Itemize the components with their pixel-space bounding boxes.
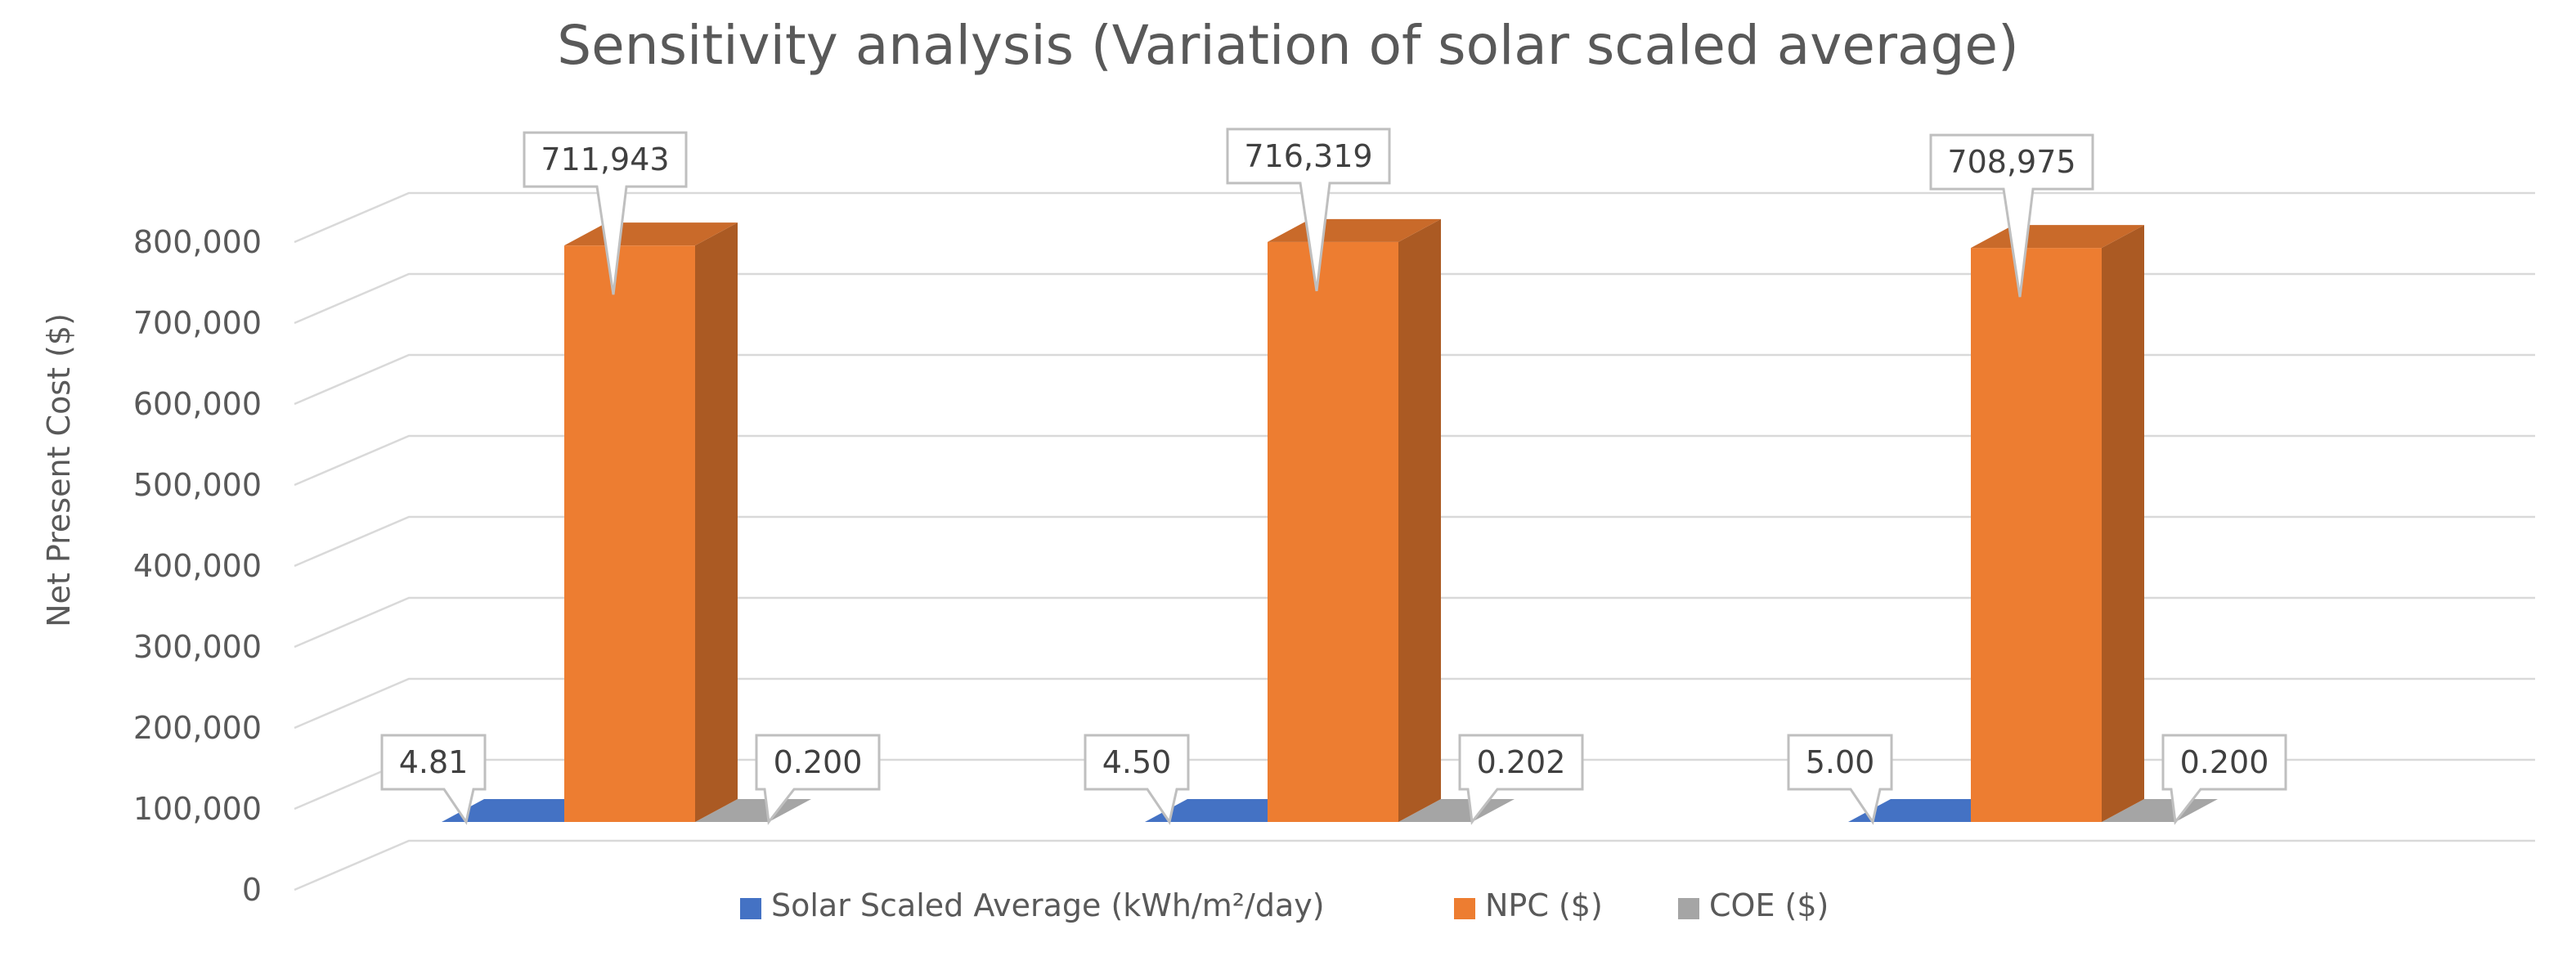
chart-title: Sensitivity analysis (Variation of solar… [557,14,2018,77]
legend-label: Solar Scaled Average (kWh/m²/day) [771,887,1325,923]
label-npc-3: 708,975 [1929,133,2094,298]
y-tick-label: 800,000 [133,224,262,260]
label-npc-2-text: 716,319 [1244,138,1372,174]
label-npc-2: 716,319 [1226,128,1391,292]
label-npc-3-text: 708,975 [1947,144,2076,180]
label-coe-2-box [1458,734,1584,825]
y-tick-label: 200,000 [133,710,262,746]
label-npc-3-box [1929,133,2094,298]
gridline [294,191,2535,244]
legend-item-3: COE ($) [1678,887,1829,923]
bar-npc-2-front [1268,241,1398,822]
label-solar-1: 4.81 [380,734,487,825]
label-npc-1-box [523,131,688,295]
bar-npc-1 [564,222,738,823]
legend-item-1: Solar Scaled Average (kWh/m²/day) [740,887,1325,923]
legend-swatch [1454,898,1475,919]
label-coe-3-text: 0.200 [2180,744,2269,780]
y-tick-label: 100,000 [133,791,262,827]
label-solar-1-box [380,734,487,825]
bars [442,218,2218,823]
legend-swatch [740,898,761,919]
y-tick-label: 500,000 [133,467,262,503]
gridline [294,677,2535,730]
y-tick-label: 600,000 [133,386,262,422]
data-labels: 711,943 4.81 0.200 716,319 4.50 0.202 708,975 5… [380,128,2287,825]
label-coe-3: 0.200 [2161,734,2287,825]
legend-label: NPC ($) [1485,887,1603,923]
y-axis-title: Net Present Cost ($) [41,313,77,627]
label-coe-2: 0.202 [1458,734,1584,825]
bar-npc-2 [1268,218,1441,822]
label-npc-2-box [1226,128,1391,292]
y-tick-label: 400,000 [133,548,262,584]
y-tick-label: 300,000 [133,629,262,665]
label-solar-2-text: 4.50 [1102,744,1172,780]
y-tick-label: 700,000 [133,305,262,341]
gridline [294,434,2535,487]
label-npc-1-text: 711,943 [541,141,669,177]
label-coe-3-box [2161,734,2287,825]
gridline [294,272,2535,325]
y-tick-label: 0 [242,872,262,908]
label-coe-1: 0.200 [755,734,881,825]
gridline [294,839,2535,891]
legend-label: COE ($) [1709,887,1829,923]
gridline [294,353,2535,406]
gridline [294,596,2535,649]
label-solar-3-box [1787,734,1893,825]
bar-npc-3-side [2102,225,2144,822]
label-solar-2: 4.50 [1084,734,1190,825]
label-solar-3: 5.00 [1787,734,1893,825]
legend-swatch [1678,898,1699,919]
bar-npc-2-side [1398,218,1441,822]
label-solar-1-text: 4.81 [399,744,469,780]
label-solar-2-box [1084,734,1190,825]
bar-npc-3 [1971,225,2144,822]
label-npc-1: 711,943 [523,131,688,295]
gridlines [294,191,2535,891]
bar-npc-3-front [1971,248,2102,822]
label-coe-1-box [755,734,881,825]
bar-npc-1-side [695,222,738,823]
gridline [294,515,2535,568]
y-axis-ticks: 0 100,000 200,000 300,000 400,000 500,000 600,… [133,224,262,908]
legend-item-2: NPC ($) [1454,887,1603,923]
label-coe-2-text: 0.202 [1477,744,1566,780]
legend: Solar Scaled Average (kWh/m²/day) NPC ($)… [740,887,1829,923]
label-coe-1-text: 0.200 [774,744,863,780]
label-solar-3-text: 5.00 [1806,744,1875,780]
bar-npc-1-front [564,245,695,823]
